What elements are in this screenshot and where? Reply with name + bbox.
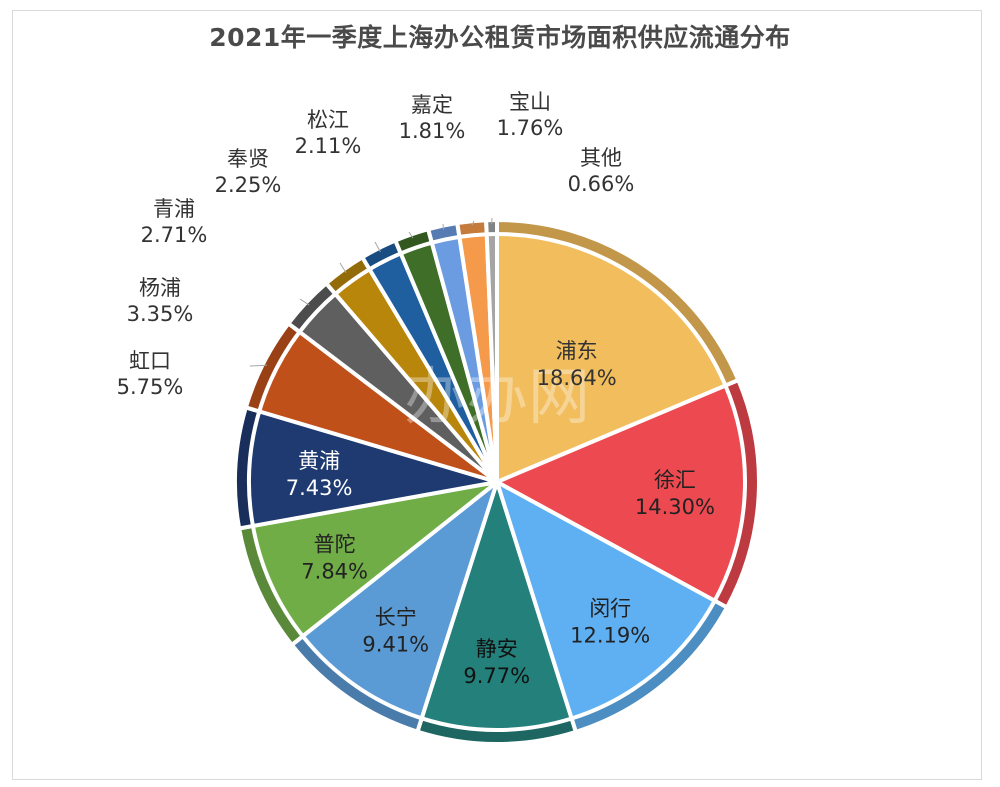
slice-value-12: 2.11% [295,134,362,158]
leader-line-12 [408,231,414,239]
leader-line-9 [299,298,310,306]
slice-value-1: 18.64% [537,366,617,390]
slice-label-6: 普陀 [314,532,356,556]
slice-value-8: 5.75% [117,375,184,399]
slice-label-5: 长宁 [375,606,417,630]
slice-value-15: 0.66% [568,172,635,196]
chart-title: 2021年一季度上海办公租赁市场面积供应流通分布 [209,23,791,52]
slice-label-11: 奉贤 [227,147,269,171]
pie-slice-8 [243,321,499,484]
slice-value-2: 14.30% [635,495,715,519]
slice-value-10: 2.71% [141,223,208,247]
leader-line-11 [374,241,381,253]
leader-line-10 [339,262,347,274]
slice-value-9: 3.35% [127,302,194,326]
slice-label-3: 闵行 [589,597,631,621]
leader-line-13 [442,223,444,230]
slice-label-14: 宝山 [509,90,551,114]
slice-label-4: 静安 [476,637,518,661]
slice-value-14: 1.76% [497,116,564,140]
slice-label-1: 浦东 [556,339,598,363]
slice-label-13: 嘉定 [411,93,453,117]
slice-value-5: 9.41% [362,633,429,657]
slice-value-7: 7.43% [286,476,353,500]
slice-label-15: 其他 [580,146,622,170]
slice-value-13: 1.81% [399,119,466,143]
slice-value-11: 2.25% [215,173,282,197]
slice-label-7: 黄浦 [298,449,340,473]
slice-value-6: 7.84% [301,559,368,583]
slice-label-9: 杨浦 [139,276,181,300]
slice-label-2: 徐汇 [654,468,696,492]
slice-value-4: 9.77% [463,664,530,688]
slice-label-8: 虹口 [129,349,171,373]
slice-value-3: 12.19% [570,624,650,648]
pie-slice-5 [289,480,499,734]
slice-label-12: 松江 [307,108,349,132]
leader-line-8 [249,364,267,367]
slice-label-10: 青浦 [153,197,195,221]
leader-line-14 [471,220,475,226]
watermark: 办办网 [404,360,590,433]
